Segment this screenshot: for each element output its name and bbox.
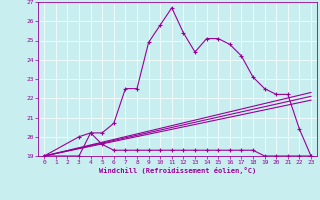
X-axis label: Windchill (Refroidissement éolien,°C): Windchill (Refroidissement éolien,°C) xyxy=(99,167,256,174)
